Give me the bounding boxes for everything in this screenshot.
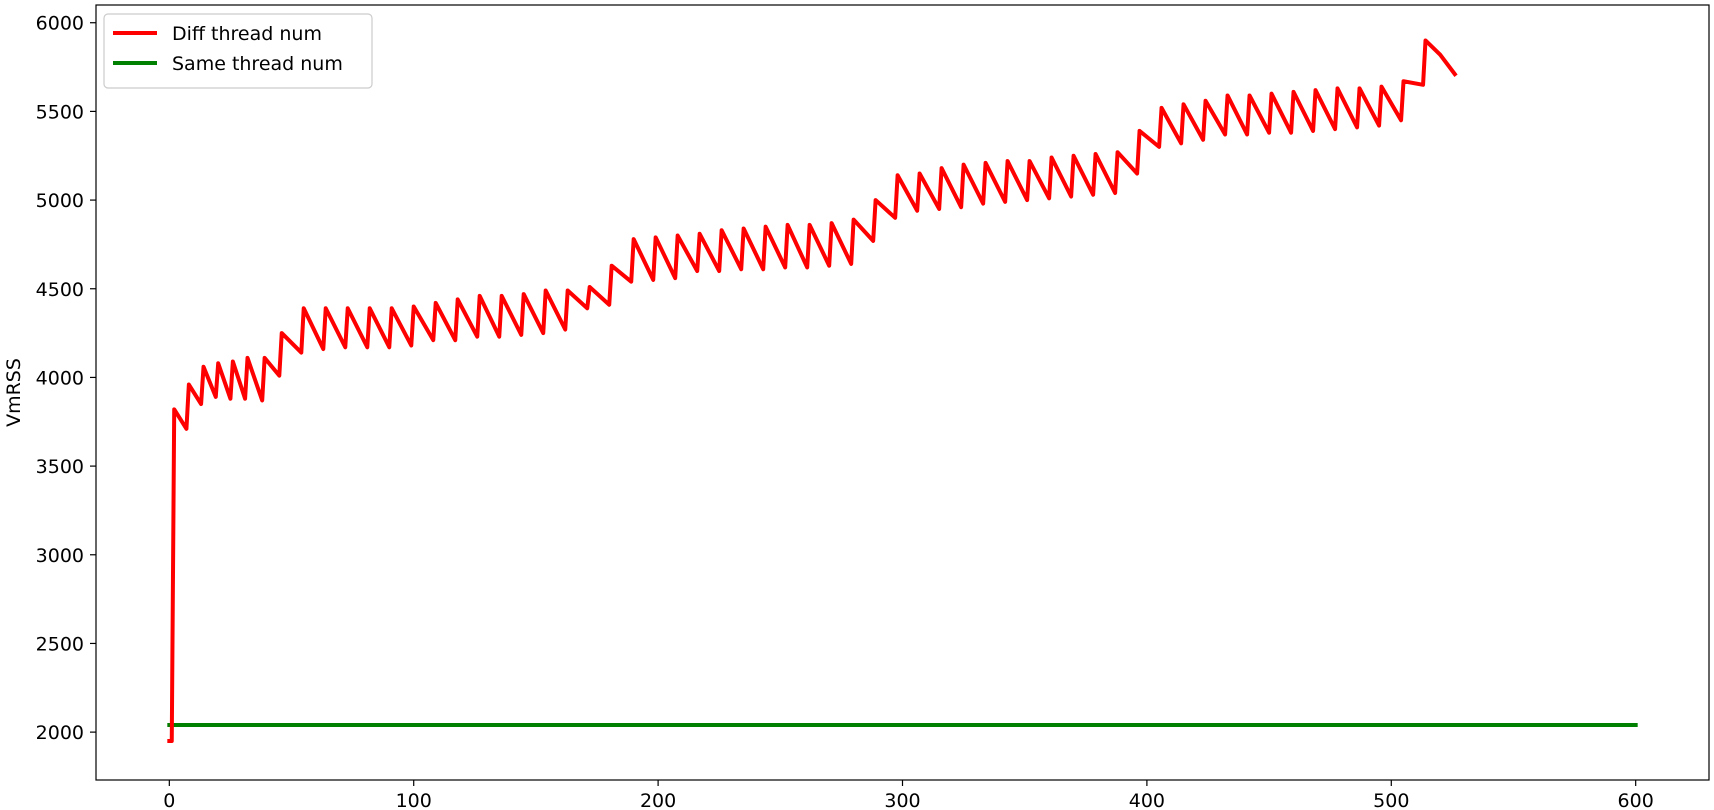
y-tick-label: 2500 [36, 633, 84, 655]
y-tick-label: 3500 [36, 456, 84, 478]
x-tick-label: 0 [163, 790, 175, 810]
x-tick-label: 500 [1373, 790, 1409, 810]
legend-label-1: Same thread num [172, 53, 343, 75]
y-axis-label: VmRSS [3, 358, 25, 427]
x-tick-label: 300 [884, 790, 920, 810]
series-layer [167, 38, 1638, 743]
legend: Diff thread num Same thread num [103, 13, 373, 89]
y-tick-label: 6000 [36, 13, 84, 35]
legend-box [103, 13, 373, 89]
y-tick-label: 3000 [36, 545, 84, 567]
y-tick-label: 5500 [36, 101, 84, 123]
x-tick-label: 400 [1129, 790, 1165, 810]
x-tick-label: 200 [640, 790, 676, 810]
y-tick-label: 4500 [36, 279, 84, 301]
y-tick-label: 2000 [36, 722, 84, 744]
plot-area [95, 4, 1710, 781]
x-tick-label: 600 [1618, 790, 1654, 810]
x-tick-label: 100 [396, 790, 432, 810]
series-line-0 [167, 38, 1458, 743]
x-axis-ticks: 0 100 200 300 400 500 600 [163, 780, 1654, 810]
y-tick-label: 4000 [36, 367, 84, 389]
y-tick-label: 5000 [36, 190, 84, 212]
y-axis-ticks: 2000 2500 3000 3500 4000 4500 5000 5500 6000 [36, 13, 96, 744]
legend-label-0: Diff thread num [172, 23, 322, 45]
